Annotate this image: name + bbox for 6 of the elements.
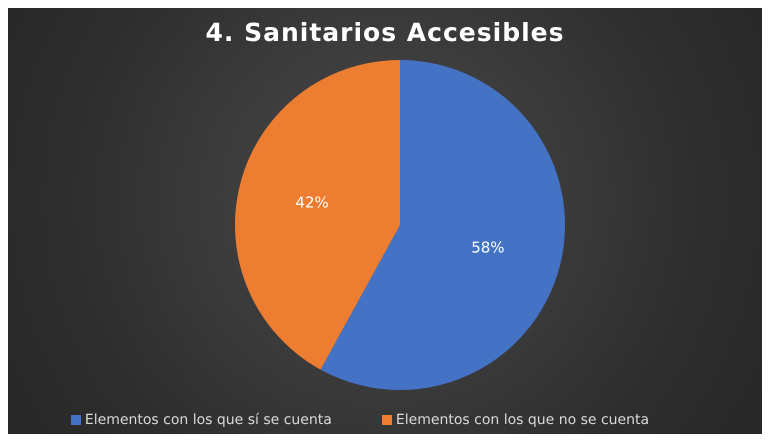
data-label: 42%: [295, 193, 329, 212]
chart-title: 4. Sanitarios Accesibles: [204, 18, 566, 47]
legend-label: Elementos con los que no se cuenta: [396, 412, 650, 428]
data-label: 58%: [471, 238, 505, 257]
pie-slice: [235, 60, 400, 370]
legend-label: Elementos con los que sí se cuenta: [84, 412, 332, 428]
